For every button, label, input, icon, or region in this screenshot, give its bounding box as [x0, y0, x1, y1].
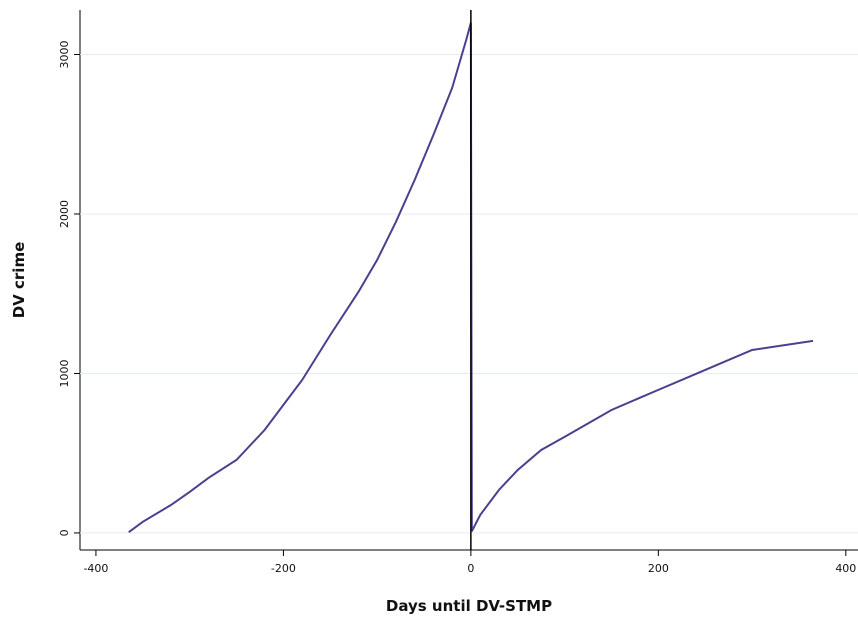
x-tick-label: 200: [648, 562, 669, 575]
x-tick-label: -200: [271, 562, 296, 575]
y-tick-label: 0: [58, 529, 71, 536]
x-tick-label: 0: [467, 562, 474, 575]
x-tick-label: -400: [83, 562, 108, 575]
data-line: [128, 22, 814, 533]
y-tick-label: 3000: [58, 40, 71, 68]
y-axis-title: DV crime: [10, 242, 28, 319]
x-tick-label: 400: [835, 562, 856, 575]
x-axis-title: Days until DV-STMP: [386, 597, 552, 615]
y-tick-label: 1000: [58, 359, 71, 387]
y-tick-label: 2000: [58, 200, 71, 228]
